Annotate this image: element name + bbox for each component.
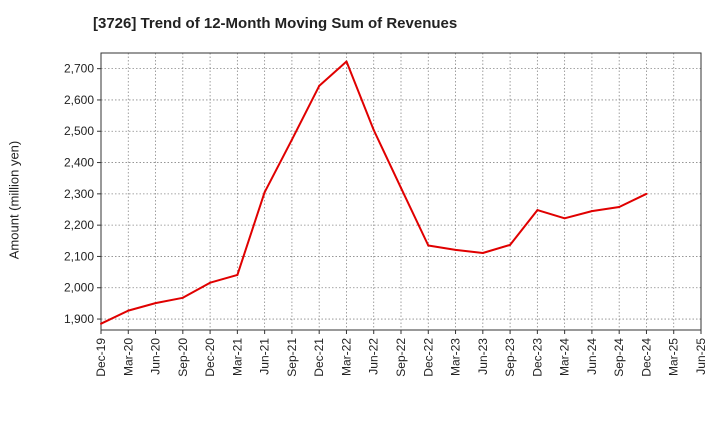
x-tick-label: Dec-23 [530, 338, 544, 377]
y-tick-label: 2,200 [64, 218, 94, 232]
chart-title: [3726] Trend of 12-Month Moving Sum of R… [93, 15, 458, 32]
x-tick-label: Sep-20 [176, 338, 190, 377]
y-tick-label: 2,500 [64, 124, 94, 138]
data-point [481, 252, 484, 255]
data-point [181, 296, 184, 299]
data-point [645, 192, 648, 195]
x-tick-label: Dec-19 [94, 338, 108, 377]
x-tick-label: Mar-22 [339, 338, 353, 376]
x-tick-label: Mar-24 [558, 338, 572, 376]
x-tick-label: Sep-21 [285, 338, 299, 377]
data-point [290, 138, 293, 141]
data-point [318, 84, 321, 87]
x-tick-label: Jun-23 [476, 338, 490, 375]
data-point [590, 210, 593, 213]
x-tick-label: Jun-20 [149, 338, 163, 375]
data-point [100, 322, 102, 325]
x-tick-label: Dec-20 [203, 338, 217, 377]
y-tick-label: 2,600 [64, 93, 94, 107]
x-tick-label: Dec-22 [421, 338, 435, 377]
x-tick-label: Mar-20 [121, 338, 135, 376]
data-point [400, 186, 402, 189]
data-point [127, 309, 130, 312]
y-tick-label: 2,400 [64, 156, 94, 170]
y-tick-label: 1,900 [64, 312, 94, 326]
data-point [345, 60, 348, 63]
data-point [563, 217, 566, 220]
y-tick-label: 2,100 [64, 249, 94, 263]
x-tick-label: Sep-22 [394, 338, 408, 377]
data-point [209, 281, 212, 284]
data-point [618, 205, 621, 208]
data-point [536, 209, 539, 212]
data-point [372, 128, 375, 131]
data-point [263, 191, 266, 194]
y-tick-label: 2,300 [64, 187, 94, 201]
y-tick-label: 2,700 [64, 62, 94, 76]
x-tick-label: Dec-24 [639, 338, 653, 377]
data-point [454, 248, 457, 251]
x-tick-label: Sep-23 [503, 338, 517, 377]
x-tick-label: Dec-21 [312, 338, 326, 377]
x-tick-label: Mar-25 [667, 338, 681, 376]
y-tick-label: 2,000 [64, 281, 94, 295]
x-tick-label: Mar-21 [230, 338, 244, 376]
x-tick-label: Jun-25 [694, 338, 708, 375]
data-point [154, 302, 157, 305]
x-tick-label: Sep-24 [612, 338, 626, 377]
x-tick-label: Jun-22 [367, 338, 381, 375]
x-tick-label: Jun-21 [258, 338, 272, 375]
x-tick-label: Mar-23 [449, 338, 463, 376]
data-point [427, 244, 430, 247]
data-point [509, 243, 512, 246]
x-tick-label: Jun-24 [585, 338, 599, 375]
data-point [236, 273, 239, 276]
